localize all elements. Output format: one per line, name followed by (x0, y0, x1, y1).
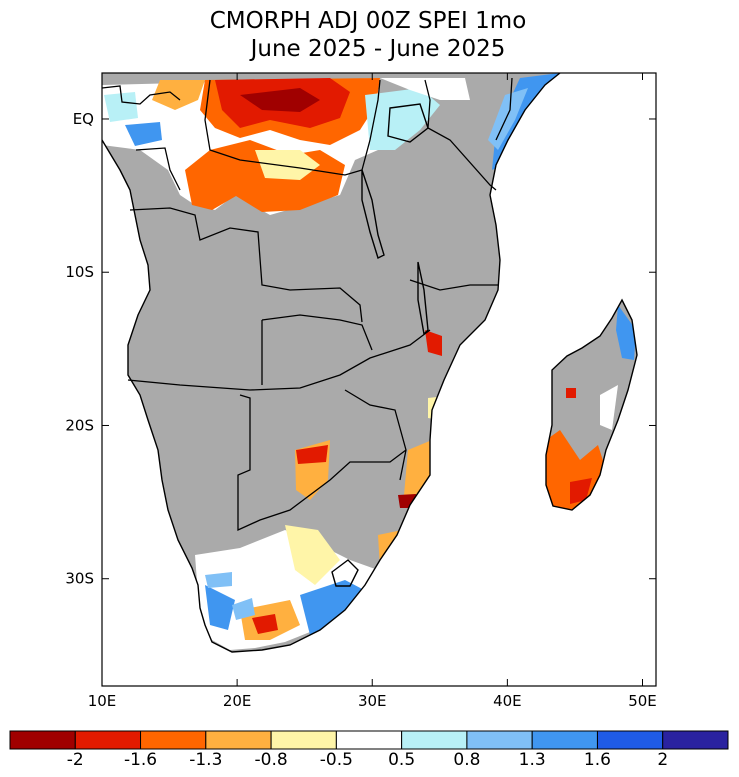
border-cameroon (102, 85, 181, 105)
border-central-africa (204, 79, 363, 176)
lon-tick-label: 10E (88, 692, 117, 710)
colorbar-segment (270, 730, 337, 750)
longitude-axis: 10E 20E 30E 40E 50E (88, 73, 657, 710)
mild-dry-south-africa-interior (285, 525, 340, 585)
border-zimbabwe (344, 389, 407, 481)
border-botswana-namibia (237, 394, 407, 532)
colorbar-label: 0.8 (453, 750, 480, 770)
colorbar-segment (662, 730, 729, 750)
wet-patch-southwest (232, 598, 255, 620)
very-dry-malawi (425, 330, 442, 356)
moderate-dry-northwest (152, 80, 205, 110)
wet-patch-west-coast-south (205, 572, 232, 588)
border-kenya-tanzania (424, 79, 497, 191)
colorbar-segment (401, 730, 468, 750)
coastline-layer (102, 73, 638, 653)
madagascar-coastline (545, 298, 638, 511)
slightly-wet-lake-victoria-area (365, 88, 440, 150)
very-dry-south-coast (252, 614, 278, 634)
border-angola-namibia-zambia (127, 329, 431, 391)
colorbar-label: -1.3 (189, 750, 222, 770)
latitude-axis: EQ 10S 20S 30S (65, 110, 656, 588)
dry-region-southern-madagascar (546, 430, 606, 510)
lon-tick-label: 20E (223, 692, 252, 710)
wet-region-northeast-madagascar (616, 305, 636, 360)
colorbar-segment (205, 730, 272, 750)
lake-tanganyika (361, 169, 385, 259)
lesotho-border (331, 559, 359, 587)
colorbar-segment (466, 730, 533, 750)
very-dry-limpopo (296, 445, 328, 464)
border-tanzania-mozambique (409, 279, 498, 291)
border-kenya-somalia (495, 77, 513, 141)
extreme-dry-core-north (240, 88, 320, 112)
border-uganda-drc (361, 79, 381, 171)
colorbar: -2 -1.6 -1.3 -0.8 -0.5 0.5 0.8 1.3 1.6 2 (9, 730, 729, 770)
wet-region-western-cape (205, 585, 235, 630)
colorbar-segment (74, 730, 142, 750)
border-zambia-drc (261, 314, 373, 351)
colorbar-label: 1.6 (584, 750, 611, 770)
colorbar-segment (335, 730, 403, 750)
colorbar-label: 1.3 (519, 750, 546, 770)
lake-malawi (417, 261, 429, 336)
colorbar-segment (531, 730, 598, 750)
lat-tick-label: 20S (65, 416, 94, 434)
title-line-2: June 2025 - June 2025 (249, 36, 506, 62)
lat-tick-label: EQ (73, 110, 94, 128)
country-borders (102, 77, 513, 532)
lat-tick-label: 10S (65, 263, 94, 281)
wet-patch-west-equator (125, 122, 162, 146)
very-dry-patch-west-madagascar (566, 388, 576, 398)
map-frame (101, 72, 657, 687)
mild-dry-patch-north (255, 150, 320, 180)
border-drc-angola (129, 207, 363, 323)
border-gabon-congo (135, 147, 181, 191)
wet-region-kwazulu-natal (300, 580, 368, 635)
colorbar-label: -0.8 (255, 750, 288, 770)
colorbar-segment (9, 730, 76, 750)
colorbar-label: -0.5 (320, 750, 353, 770)
colorbar-label: 0.5 (388, 750, 415, 770)
colorbar-label: 2 (657, 750, 668, 770)
lat-tick-label: 30S (65, 570, 94, 588)
title-line-1: CMORPH ADJ 00Z SPEI 1mo (210, 8, 527, 34)
colorbar-label: -2 (67, 750, 84, 770)
colorbar-segment (596, 730, 664, 750)
lake-victoria (387, 103, 429, 143)
near-normal-east-africa (380, 78, 470, 100)
near-normal-east-madagascar (600, 385, 618, 430)
africa-coastline (102, 73, 561, 653)
colorbar-label: -1.6 (124, 750, 157, 770)
colorbar-segment (140, 730, 207, 750)
lon-tick-label: 40E (493, 692, 522, 710)
lon-tick-label: 50E (628, 692, 657, 710)
slightly-wet-west-coast (104, 92, 138, 122)
lon-tick-label: 30E (358, 692, 387, 710)
